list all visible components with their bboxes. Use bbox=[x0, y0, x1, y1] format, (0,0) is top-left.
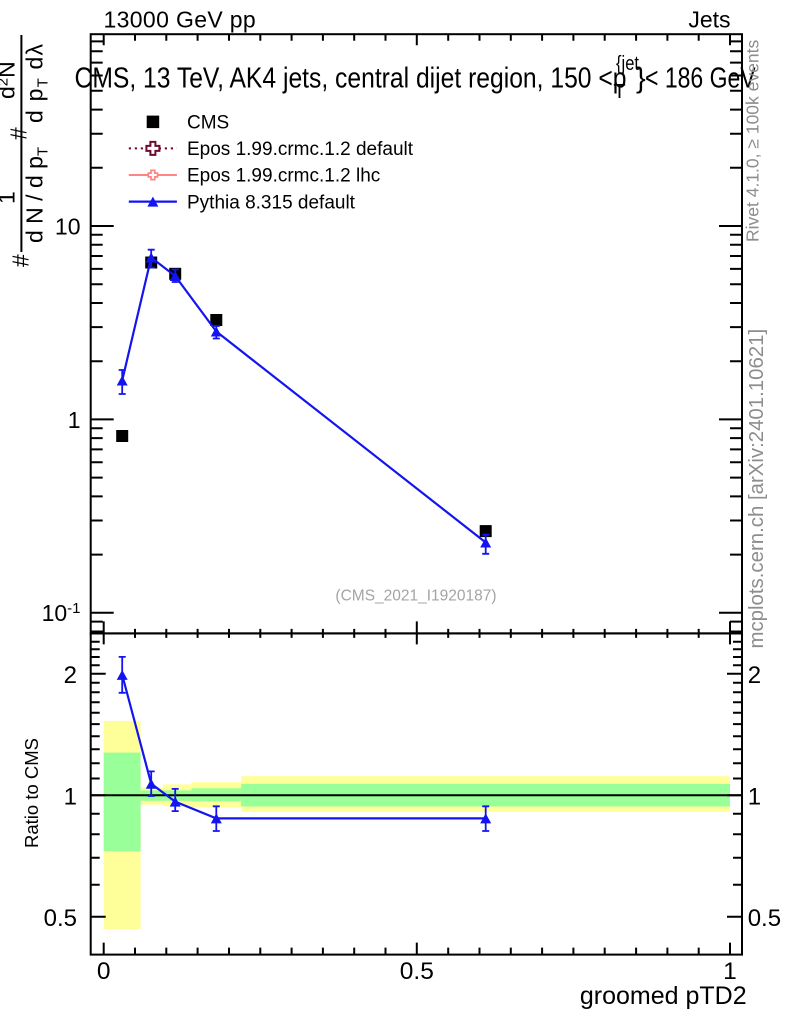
svg-text:1: 1 bbox=[748, 784, 761, 811]
svg-text:CMS: CMS bbox=[187, 113, 229, 134]
svg-text:2: 2 bbox=[748, 662, 761, 689]
svg-text:1: 1 bbox=[723, 958, 737, 985]
svg-text:mcplots.cern.ch [arXiv:2401.10: mcplots.cern.ch [arXiv:2401.10621] bbox=[746, 329, 768, 649]
svg-text:Ratio to CMS: Ratio to CMS bbox=[21, 738, 42, 848]
svg-text:1: 1 bbox=[0, 191, 19, 204]
svg-text:Epos 1.99.crmc.1.2 default: Epos 1.99.crmc.1.2 default bbox=[187, 139, 414, 160]
svg-text:Rivet 4.1.0, ≥ 100k events: Rivet 4.1.0, ≥ 100k events bbox=[743, 40, 763, 242]
svg-text:0.5: 0.5 bbox=[44, 905, 77, 932]
svg-text:}: } bbox=[636, 63, 646, 95]
svg-text:0.5: 0.5 bbox=[400, 958, 434, 985]
svg-text:1: 1 bbox=[68, 407, 81, 433]
svg-text:d2N: d2N bbox=[0, 61, 19, 99]
svg-text:Jets: Jets bbox=[688, 7, 730, 33]
svg-text:d N / d pT: d N / d pT bbox=[21, 147, 51, 243]
svg-text:10-1: 10-1 bbox=[42, 600, 81, 626]
svg-text:Epos 1.99.crmc.1.2 lhc: Epos 1.99.crmc.1.2 lhc bbox=[187, 166, 380, 187]
svg-text:CMS, 13 TeV, AK4 jets, central: CMS, 13 TeV, AK4 jets, central dijet reg… bbox=[75, 63, 627, 95]
svg-text:10: 10 bbox=[55, 214, 81, 240]
svg-text:{jet: {jet bbox=[616, 53, 639, 75]
svg-text:0.5: 0.5 bbox=[748, 905, 781, 932]
svg-text:< 186 GeV: < 186 GeV bbox=[645, 63, 756, 95]
svg-text:(CMS_2021_I1920187): (CMS_2021_I1920187) bbox=[335, 587, 496, 604]
svg-text:Pythia 8.315 default: Pythia 8.315 default bbox=[187, 192, 356, 213]
svg-text:groomed pTD2: groomed pTD2 bbox=[580, 982, 747, 1010]
svg-text:2: 2 bbox=[64, 662, 77, 689]
svg-text:13000 GeV pp: 13000 GeV pp bbox=[104, 7, 257, 33]
svg-text:1: 1 bbox=[64, 784, 77, 811]
svg-text:#: # bbox=[7, 254, 33, 267]
svg-text:#: # bbox=[5, 127, 31, 140]
svg-text:T: T bbox=[613, 81, 625, 103]
svg-text:0: 0 bbox=[97, 958, 111, 985]
